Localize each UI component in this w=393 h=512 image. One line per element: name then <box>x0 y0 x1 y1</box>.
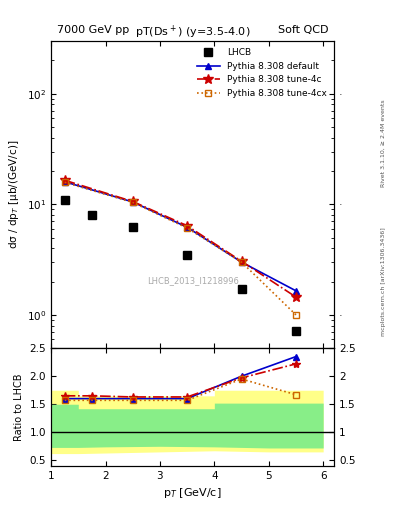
Line: Pythia 8.308 tune-4cx: Pythia 8.308 tune-4cx <box>61 179 299 318</box>
Pythia 8.308 default <box>185 224 189 230</box>
LHCB <box>294 328 298 334</box>
LHCB <box>130 224 135 230</box>
Text: 7000 GeV pp: 7000 GeV pp <box>57 25 129 35</box>
Pythia 8.308 tune-4c <box>185 223 189 229</box>
Y-axis label: Ratio to LHCB: Ratio to LHCB <box>14 373 24 441</box>
Pythia 8.308 tune-4c <box>62 177 67 183</box>
Y-axis label: dσ / dp$_T$ [μb/(GeV/c)]: dσ / dp$_T$ [μb/(GeV/c)] <box>7 140 21 249</box>
Pythia 8.308 tune-4c <box>294 294 298 300</box>
Text: Rivet 3.1.10, ≥ 2.4M events: Rivet 3.1.10, ≥ 2.4M events <box>381 99 386 187</box>
LHCB <box>90 212 94 218</box>
Pythia 8.308 tune-4cx <box>294 312 298 318</box>
Pythia 8.308 default <box>239 259 244 265</box>
Line: LHCB: LHCB <box>61 196 300 335</box>
Pythia 8.308 default <box>62 179 67 185</box>
LHCB <box>185 251 189 258</box>
Pythia 8.308 tune-4cx <box>62 179 67 185</box>
Pythia 8.308 tune-4cx <box>185 225 189 231</box>
Legend: LHCB, Pythia 8.308 default, Pythia 8.308 tune-4c, Pythia 8.308 tune-4cx: LHCB, Pythia 8.308 default, Pythia 8.308… <box>195 46 330 100</box>
Text: mcplots.cern.ch [arXiv:1306.3436]: mcplots.cern.ch [arXiv:1306.3436] <box>381 227 386 336</box>
Title: pT(Ds$^+$) (y=3.5-4.0): pT(Ds$^+$) (y=3.5-4.0) <box>135 23 250 40</box>
Pythia 8.308 tune-4cx <box>130 199 135 205</box>
X-axis label: p$_T$ [GeV/c]: p$_T$ [GeV/c] <box>163 486 222 500</box>
LHCB <box>62 197 67 203</box>
Pythia 8.308 default <box>130 199 135 205</box>
Text: Soft QCD: Soft QCD <box>278 25 329 35</box>
Pythia 8.308 tune-4c <box>239 258 244 264</box>
Pythia 8.308 tune-4cx <box>239 259 244 265</box>
Pythia 8.308 tune-4c <box>130 199 135 205</box>
Pythia 8.308 default <box>294 288 298 294</box>
Line: Pythia 8.308 default: Pythia 8.308 default <box>61 178 299 294</box>
Line: Pythia 8.308 tune-4c: Pythia 8.308 tune-4c <box>60 176 301 302</box>
Text: LHCB_2013_I1218996: LHCB_2013_I1218996 <box>147 276 239 285</box>
LHCB <box>239 286 244 292</box>
